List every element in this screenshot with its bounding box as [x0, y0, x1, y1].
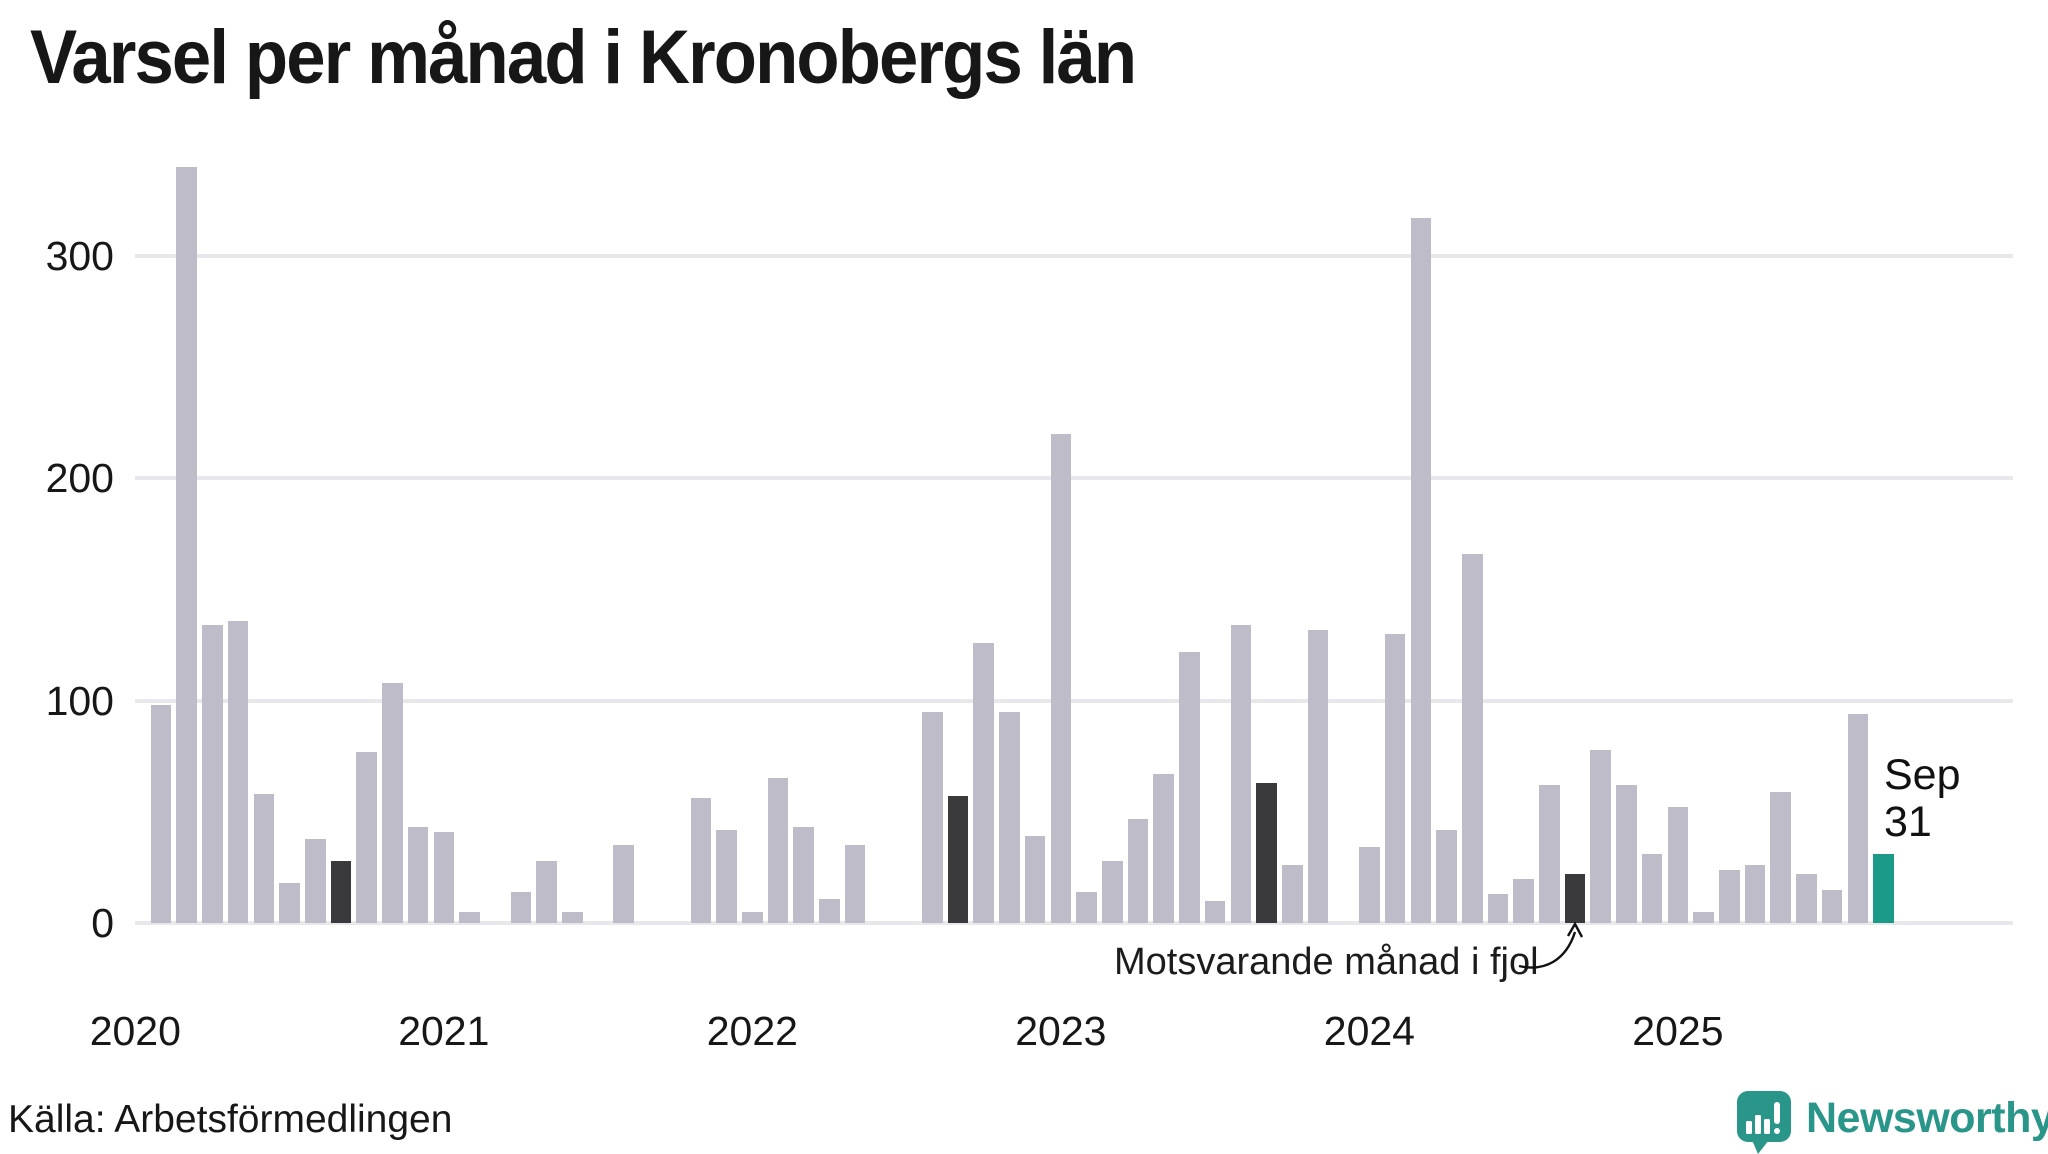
- y-tick-label-100: 100: [45, 677, 114, 724]
- bar-2024-12: [1641, 854, 1663, 923]
- bar-2025-02: [1693, 911, 1714, 923]
- source-note: Källa: Arbetsförmedlingen: [8, 1098, 453, 1141]
- x-tick-label-2023: 2023: [1015, 1008, 1107, 1054]
- bar-2021-08: [613, 845, 635, 923]
- bar-2021-12: [716, 829, 737, 923]
- x-tick-label-2020: 2020: [89, 1008, 181, 1054]
- annotation-label: Motsvarande månad i fjol: [1114, 941, 1539, 983]
- bar-2020-05: [227, 620, 249, 923]
- latest-value-month: Sep: [1884, 751, 1961, 799]
- bar-2022-11: [999, 711, 1020, 923]
- bar-2024-05: [1461, 553, 1483, 923]
- bar-2022-05: [844, 845, 866, 923]
- bar-2024-11: [1616, 785, 1637, 923]
- bar-2024-06: [1487, 894, 1509, 923]
- bar-2023-09: [1256, 782, 1277, 923]
- bar-2020-09: [330, 860, 352, 923]
- bar-2023-07: [1204, 900, 1226, 923]
- bar-2023-06: [1179, 651, 1200, 923]
- bar-2020-07: [279, 882, 300, 923]
- bar-2025-06: [1796, 874, 1817, 923]
- bar-2024-08: [1539, 785, 1560, 923]
- bar-2020-08: [304, 838, 326, 923]
- bar-2020-10: [356, 751, 377, 923]
- bar-2022-12: [1024, 836, 1046, 923]
- gridline-100: [135, 698, 2013, 703]
- newsworthy-logo-icon: [1737, 1091, 1791, 1154]
- gridline-0: [135, 921, 2013, 925]
- bar-2022-09: [947, 796, 969, 923]
- bar-2023-02: [1076, 891, 1097, 923]
- x-tick-label-2024: 2024: [1323, 1008, 1415, 1054]
- bar-2024-02: [1384, 633, 1406, 923]
- bar-2023-08: [1230, 625, 1252, 923]
- x-tick-label-2025: 2025: [1632, 1008, 1724, 1054]
- bar-2021-01: [433, 831, 455, 923]
- bar-2025-09: [1873, 854, 1894, 923]
- bar-2024-04: [1436, 829, 1457, 923]
- bar-2021-11: [690, 798, 712, 923]
- bar-2024-03: [1410, 218, 1432, 923]
- bar-2021-02: [459, 911, 480, 923]
- chart-title: Varsel per månad i Kronobergs län: [30, 15, 1137, 100]
- latest-value-label: Sep 31: [1884, 752, 1961, 846]
- y-tick-label-300: 300: [45, 233, 114, 279]
- bar-2023-10: [1281, 865, 1303, 923]
- bar-2021-05: [536, 860, 557, 923]
- bar-2025-05: [1770, 791, 1792, 923]
- gridline-300: [135, 254, 2013, 258]
- x-tick-label-2022: 2022: [706, 1008, 798, 1054]
- bar-2020-06: [253, 794, 275, 923]
- y-tick-label-200: 200: [45, 455, 114, 502]
- bar-2020-11: [382, 682, 403, 923]
- bar-2023-11: [1307, 629, 1329, 923]
- bar-2022-04: [819, 898, 840, 923]
- bar-2022-10: [973, 642, 995, 923]
- bar-2023-01: [1050, 433, 1072, 923]
- bar-2024-09: [1564, 874, 1586, 923]
- bar-2022-01: [742, 911, 763, 923]
- bar-2021-06: [562, 911, 583, 923]
- bar-2024-10: [1590, 749, 1612, 923]
- y-tick-label-0: 0: [91, 900, 114, 946]
- bar-2021-04: [510, 891, 532, 923]
- bar-2025-04: [1744, 865, 1766, 923]
- bar-2022-03: [793, 827, 815, 923]
- newsworthy-logo-text: Newsworthy: [1806, 1093, 2048, 1142]
- bar-2024-07: [1513, 878, 1534, 923]
- bar-2023-04: [1127, 818, 1149, 923]
- bar-2020-02: [150, 705, 172, 923]
- bar-2025-08: [1847, 714, 1869, 923]
- bar-2022-08: [922, 711, 943, 923]
- bar-2024-01: [1359, 847, 1380, 923]
- annotation-arrow-icon: [1518, 921, 1584, 969]
- bar-2025-03: [1719, 869, 1740, 923]
- bar-2022-02: [767, 778, 789, 923]
- newsworthy-logo: Newsworthy: [1736, 1090, 2048, 1154]
- gridline-200: [135, 476, 2013, 481]
- bar-2020-03: [176, 167, 197, 923]
- bar-2025-01: [1667, 807, 1689, 923]
- bar-2023-05: [1153, 774, 1174, 923]
- x-tick-label-2021: 2021: [398, 1008, 490, 1054]
- bar-2020-04: [202, 625, 223, 923]
- bar-2025-07: [1821, 889, 1843, 923]
- bar-2020-12: [407, 827, 429, 923]
- bar-2023-03: [1101, 860, 1123, 923]
- latest-value-number: 31: [1884, 798, 1932, 846]
